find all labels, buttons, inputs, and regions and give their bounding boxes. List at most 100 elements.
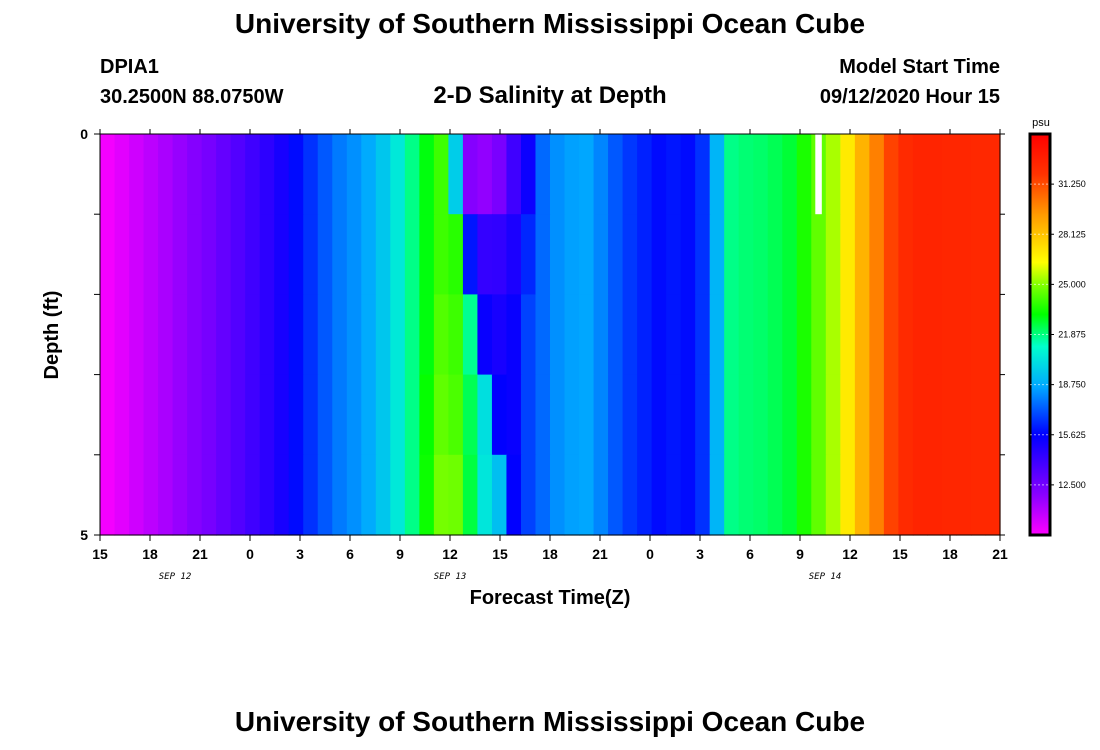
heatmap-cell — [143, 374, 159, 456]
heatmap-cell — [274, 374, 290, 456]
heatmap-cell — [288, 214, 304, 295]
heatmap-cell — [622, 374, 638, 456]
heatmap-cell — [883, 294, 899, 376]
heatmap-cell — [825, 374, 841, 456]
footer-title: University of Southern Mississippi Ocean… — [234, 706, 866, 737]
heatmap-cell — [375, 374, 391, 456]
heatmap-cell — [288, 454, 304, 536]
x-tick-label: 9 — [396, 546, 404, 562]
heatmap-cell — [637, 214, 653, 295]
heatmap-cell — [985, 454, 1001, 536]
heatmap-cell — [825, 214, 841, 295]
heatmap-cell — [564, 294, 580, 376]
heatmap-cell — [274, 294, 290, 376]
heatmap-cell — [245, 214, 261, 295]
heatmap-cell — [332, 214, 348, 295]
heatmap-cell — [477, 294, 493, 376]
heatmap-cell — [579, 214, 595, 295]
heatmap-cell — [579, 374, 595, 456]
heatmap-cell — [187, 374, 203, 456]
heatmap-cell — [825, 294, 841, 376]
x-tick-label: 15 — [892, 546, 908, 562]
heatmap-cell — [419, 134, 435, 215]
heatmap-cell — [985, 374, 1001, 456]
heatmap-cell — [912, 294, 929, 376]
heatmap-cell — [970, 374, 987, 456]
heatmap-cell — [709, 374, 725, 456]
heatmap-cell — [898, 134, 914, 215]
heatmap-cell — [753, 374, 769, 456]
y-axis: 05 — [80, 126, 1005, 543]
heatmap-cell — [695, 374, 711, 456]
heatmap-cell — [608, 374, 624, 456]
heatmap-cell — [404, 134, 420, 215]
heatmap-cell — [898, 374, 914, 456]
heatmap-cell — [709, 134, 725, 215]
model-start-value: 09/12/2020 Hour 15 — [819, 86, 1000, 108]
heatmap-cell — [738, 214, 754, 295]
heatmap-cell — [941, 374, 958, 456]
heatmap-cell — [433, 374, 449, 456]
heatmap-cell — [100, 454, 116, 536]
heatmap-cell — [448, 294, 464, 376]
heatmap-cell — [724, 374, 740, 456]
heatmap-cell — [535, 454, 551, 536]
heatmap-cell — [216, 294, 232, 376]
heatmap-cell — [869, 454, 885, 536]
heatmap-cell — [520, 294, 537, 376]
heatmap-cell — [187, 214, 203, 295]
heatmap-cell — [825, 134, 841, 215]
heatmap-cell — [419, 454, 435, 536]
heatmap-cell — [811, 454, 827, 536]
x-tick-label: 3 — [296, 546, 304, 562]
heatmap-cell — [114, 134, 130, 215]
heatmap-cell — [767, 454, 783, 536]
heatmap-cell — [796, 214, 812, 295]
heatmap-cell — [332, 134, 348, 215]
x-tick-label: 18 — [142, 546, 158, 562]
heatmap-cell — [129, 134, 145, 215]
chart-subtitle: 2-D Salinity at Depth — [433, 82, 667, 109]
heatmap-cell — [854, 214, 870, 295]
heatmap-cell — [404, 214, 420, 295]
heatmap-cell — [666, 374, 682, 456]
heatmap-cell — [767, 374, 783, 456]
heatmap-cell — [433, 454, 449, 536]
heatmap-cell — [332, 454, 348, 536]
heatmap-cell — [680, 134, 696, 215]
heatmap-cell — [332, 374, 348, 456]
heatmap-cell — [230, 214, 246, 295]
heatmap-cell — [651, 214, 667, 295]
heatmap-cell — [158, 214, 174, 295]
heatmap-cell — [666, 454, 682, 536]
colorbar: psu 12.500 15.625 18.750 21.875 25.000 28.125… — [1028, 117, 1086, 537]
heatmap-cell — [593, 214, 609, 295]
heatmap-cell — [172, 294, 188, 376]
heatmap-cell — [520, 374, 537, 456]
heatmap-cell — [782, 294, 798, 376]
heatmap-cell — [579, 454, 595, 536]
heatmap-cell — [869, 374, 885, 456]
heatmap-cell — [782, 134, 798, 215]
heatmap-cell — [622, 214, 638, 295]
heatmap-cell — [608, 454, 624, 536]
heatmap-cell — [361, 374, 377, 456]
x-tick-label: 12 — [842, 546, 858, 562]
heatmap-cell — [767, 294, 783, 376]
heatmap-cell — [883, 454, 899, 536]
heatmap-cell — [216, 134, 232, 215]
heatmap-cell — [230, 454, 246, 536]
heatmap-cell — [317, 374, 333, 456]
heatmap-cell — [782, 454, 798, 536]
heatmap-cell — [216, 374, 232, 456]
heatmap-cell — [622, 294, 638, 376]
heatmap-cell — [375, 134, 391, 215]
heatmap-cell — [898, 214, 914, 295]
colorbar-tick-label: 18.750 — [1058, 380, 1086, 390]
heatmap-cell — [753, 214, 769, 295]
heatmap-cell — [390, 214, 406, 295]
station-id: DPIA1 — [100, 56, 159, 78]
heatmap-cell — [216, 214, 232, 295]
heatmap-cell — [883, 214, 899, 295]
